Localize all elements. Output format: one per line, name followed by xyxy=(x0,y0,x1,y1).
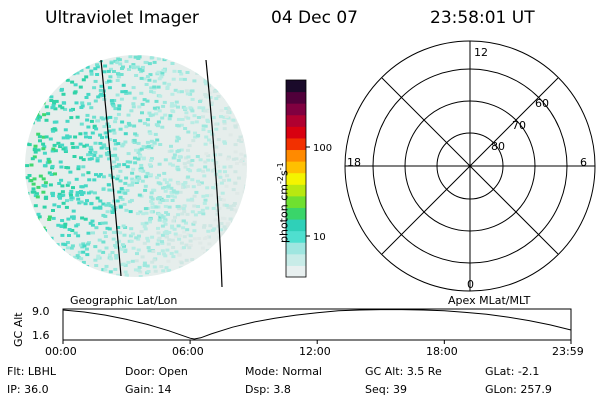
time-label: 23:58:01 UT xyxy=(430,8,535,28)
colorbar-cell xyxy=(286,103,306,116)
polar-grid xyxy=(344,40,596,292)
ts-ytick: 9.0 xyxy=(32,305,50,318)
ts-xtick: 00:00 xyxy=(45,345,77,358)
ts-xtick: 18:00 xyxy=(426,345,458,358)
date-label: 04 Dec 07 xyxy=(271,8,358,28)
ts-xtick: 23:59 xyxy=(552,345,584,358)
colorbar-cell xyxy=(286,149,306,162)
ts-ytick: 1.6 xyxy=(32,329,50,342)
colorbar-cell xyxy=(286,114,306,127)
footer-ip: IP: 36.0 xyxy=(7,383,49,396)
footer-mode: Mode: Normal xyxy=(245,365,322,378)
colorbar: 100 10 xyxy=(285,79,332,278)
colorbar-cell xyxy=(286,184,306,197)
altitude-series-line xyxy=(62,309,572,340)
geographic-label: Geographic Lat/Lon xyxy=(70,294,178,307)
footer-glat: GLat: -2.1 xyxy=(485,365,540,378)
ts-ylabel: GC Alt xyxy=(12,312,25,347)
footer-gcalt: GC Alt: 3.5 Re xyxy=(365,365,442,378)
colorbar-cell xyxy=(286,242,306,255)
footer-door: Door: Open xyxy=(125,365,188,378)
colorbar-cell xyxy=(286,195,306,208)
colorbar-cell xyxy=(286,207,306,220)
lat-label-70: 70 xyxy=(512,119,526,132)
colorbar-cell xyxy=(286,91,306,104)
lat-label-80: 80 xyxy=(491,140,505,153)
colorbar-cell xyxy=(286,161,306,174)
altitude-timeseries xyxy=(62,308,572,344)
colorbar-tick-label: 10 xyxy=(313,232,326,243)
footer-glon: GLon: 257.9 xyxy=(485,383,552,396)
mlt-label-12: 12 xyxy=(474,46,488,59)
colorbar-cell xyxy=(286,219,306,232)
longitude-line xyxy=(205,59,223,288)
mlt-label-0: 0 xyxy=(467,278,474,291)
colorbar-cell xyxy=(286,230,306,243)
colorbar-unit-label: photon cm-2s-1 xyxy=(276,162,291,243)
colorbar-cell xyxy=(286,253,306,266)
colorbar-cell xyxy=(286,126,306,139)
footer-flt: Flt: LBHL xyxy=(7,365,56,378)
footer-gain: Gain: 14 xyxy=(125,383,172,396)
colorbar-cell xyxy=(286,172,306,185)
longitude-line xyxy=(100,59,122,277)
colorbar-cell xyxy=(286,265,306,278)
mlt-label-18: 18 xyxy=(347,156,361,169)
lat-label-60: 60 xyxy=(535,97,549,110)
apex-label: Apex MLat/MLT xyxy=(448,294,531,307)
ts-xtick: 06:00 xyxy=(172,345,204,358)
colorbar-cell xyxy=(286,137,306,151)
footer-dsp: Dsp: 3.8 xyxy=(245,383,291,396)
mlt-label-6: 6 xyxy=(580,156,587,169)
uv-image-disk xyxy=(25,55,247,288)
ts-xtick: 12:00 xyxy=(299,345,331,358)
footer-seq: Seq: 39 xyxy=(365,383,407,396)
colorbar-cell xyxy=(286,80,306,93)
instrument-title: Ultraviolet Imager xyxy=(45,8,199,28)
colorbar-tick-label: 100 xyxy=(313,143,332,154)
